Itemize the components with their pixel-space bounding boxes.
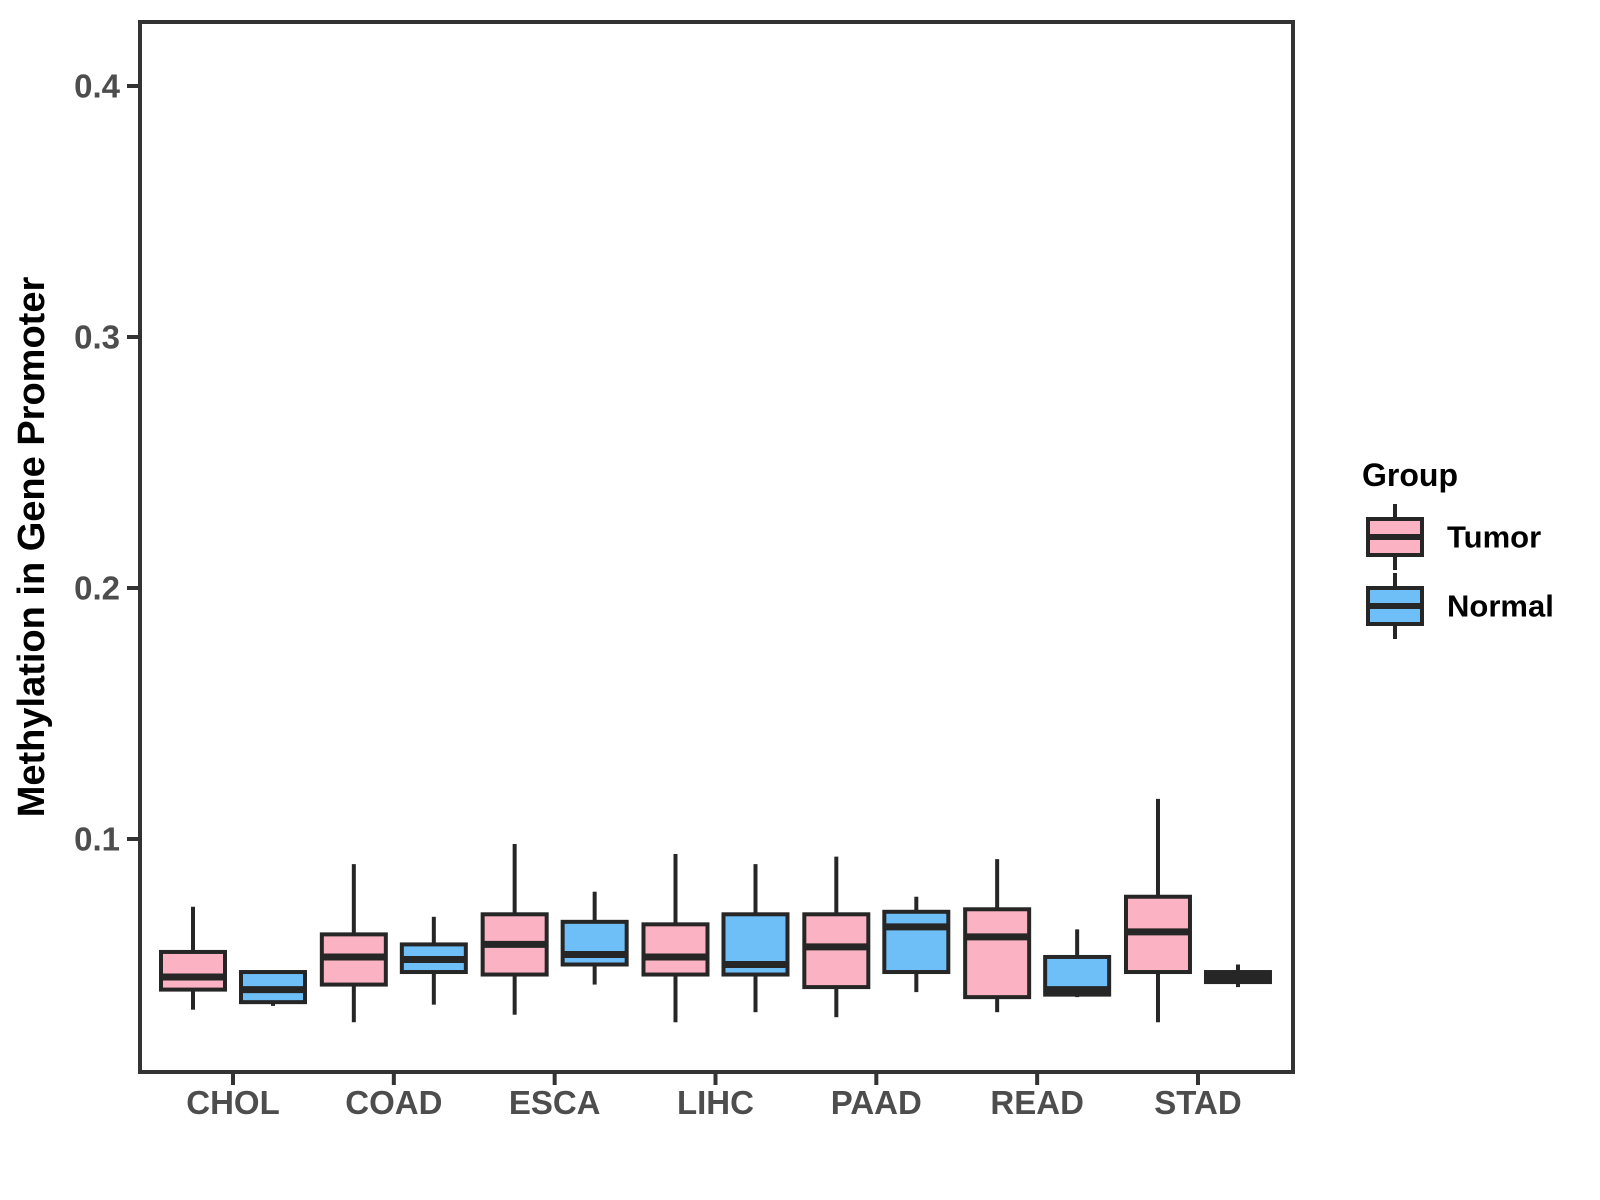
boxplot-tumor-stad	[1123, 798, 1192, 1023]
legend-label-normal: Normal	[1447, 589, 1554, 624]
boxplot-normal-esca	[560, 891, 629, 985]
box-layer	[159, 798, 1272, 1023]
x-tick-label-coad: COAD	[345, 1084, 442, 1121]
legend-label-tumor: Tumor	[1447, 520, 1541, 555]
boxplot-normal-coad	[399, 916, 468, 1005]
boxplot-tumor-coad	[319, 864, 388, 1023]
boxplot-normal-stad	[1203, 964, 1272, 988]
x-tick-label-read: READ	[990, 1084, 1084, 1121]
boxplot-normal-read	[1043, 929, 1112, 998]
boxplot-tumor-chol	[159, 906, 227, 1010]
iqr-box	[159, 949, 227, 992]
axes-layer: 0.1 0.2 0.3 0.4 CHOL COAD ESCA LIHC PAAD READ STAD	[74, 68, 1242, 1122]
boxplot-tumor-lihc	[641, 854, 710, 1023]
iqr-box	[963, 907, 1032, 1000]
x-tick-label-paad: PAAD	[831, 1084, 922, 1121]
y-tick-label-0.2: 0.2	[74, 570, 120, 607]
y-axis-title: Methylation in Gene Promoter	[11, 277, 53, 818]
plot-panel-border	[138, 20, 1295, 1074]
boxplot-normal-chol	[239, 970, 307, 1006]
legend: Group Tumor Normal	[1362, 457, 1554, 639]
x-tick-label-esca: ESCA	[509, 1084, 601, 1121]
boxplot-tumor-paad	[802, 856, 871, 1018]
boxplot-normal-lihc	[721, 864, 790, 1013]
y-tick-label-0.3: 0.3	[74, 319, 120, 356]
x-tick-label-stad: STAD	[1154, 1084, 1241, 1121]
boxplot-tumor-read	[963, 859, 1032, 1013]
y-tick-label-0.1: 0.1	[74, 821, 120, 858]
boxplot-normal-paad	[882, 896, 951, 993]
boxplot-tumor-esca	[480, 844, 549, 1015]
iqr-box	[560, 919, 629, 967]
iqr-box	[802, 912, 871, 990]
x-tick-label-chol: CHOL	[186, 1084, 280, 1121]
y-tick-label-0.4: 0.4	[74, 68, 121, 105]
iqr-box	[882, 909, 951, 975]
x-tick-label-lihc: LIHC	[677, 1084, 754, 1121]
legend-item-tumor: Tumor	[1366, 504, 1541, 570]
legend-title: Group	[1362, 457, 1458, 493]
legend-item-normal: Normal	[1366, 573, 1554, 639]
iqr-box	[641, 922, 710, 977]
